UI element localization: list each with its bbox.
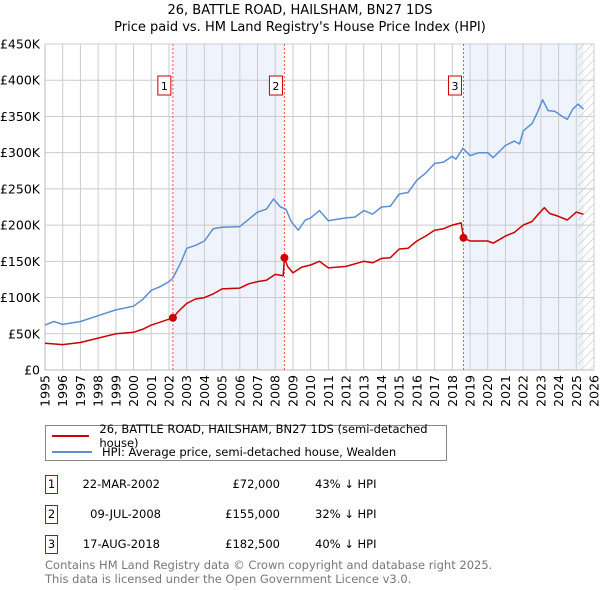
forecast-hatch bbox=[578, 44, 594, 370]
chart-subtitle: Price paid vs. HM Land Registry's House … bbox=[114, 20, 486, 35]
x-tick-label: 2008 bbox=[268, 375, 283, 407]
footer-licence: This data is licensed under the Open Gov… bbox=[45, 572, 412, 586]
red-line-swatch bbox=[52, 435, 90, 437]
sale-label: 1 bbox=[161, 80, 168, 93]
legend-item-property: 26, BATTLE ROAD, HAILSHAM, BN27 1DS (sem… bbox=[46, 422, 446, 450]
transaction-hpi: 32% ↓ HPI bbox=[315, 507, 377, 521]
transaction-number: 1 bbox=[45, 475, 58, 494]
y-tick-label: £150K bbox=[0, 254, 41, 269]
x-tick-label: 2017 bbox=[427, 375, 442, 407]
legend: 26, BATTLE ROAD, HAILSHAM, BN27 1DS (sem… bbox=[45, 422, 447, 461]
legend-item-hpi: HPI: Average price, semi-detached house,… bbox=[46, 444, 396, 460]
x-tick-label: 2004 bbox=[197, 375, 212, 407]
price-chart: 1995 1996 1997 1998 1999 2000 2001 2002 2003 2004… bbox=[0, 37, 600, 407]
x-tick-label: 2007 bbox=[250, 375, 265, 407]
x-tick-label: 1996 bbox=[55, 375, 70, 407]
shaded-range bbox=[172, 44, 285, 370]
hpi-line bbox=[44, 99, 584, 326]
y-tick-label: £300K bbox=[0, 145, 41, 160]
blue-line-swatch bbox=[52, 451, 92, 453]
sale-label: 3 bbox=[451, 80, 458, 93]
y-tick-label: £350K bbox=[0, 109, 41, 124]
x-tick-label: 2019 bbox=[463, 375, 478, 407]
x-tick-label: 2001 bbox=[144, 375, 159, 407]
x-tick-label: 2010 bbox=[303, 375, 318, 407]
x-tick-label: 1998 bbox=[91, 375, 106, 407]
transaction-number: 2 bbox=[45, 505, 58, 524]
x-tick-label: 2023 bbox=[533, 375, 548, 407]
x-tick-label: 2014 bbox=[374, 375, 389, 407]
y-tick-label: £400K bbox=[0, 73, 41, 88]
footer-copyright: Contains HM Land Registry data © Crown c… bbox=[45, 558, 493, 572]
transaction-price: £72,000 bbox=[232, 477, 280, 491]
transaction-price: £182,500 bbox=[225, 537, 280, 551]
x-tick-label: 2002 bbox=[162, 375, 177, 407]
transaction-price: £155,000 bbox=[225, 507, 280, 521]
x-tick-label: 2012 bbox=[339, 375, 354, 407]
y-tick-label: £50K bbox=[8, 326, 41, 341]
y-tick-label: £450K bbox=[0, 37, 41, 52]
x-tick-label: 2022 bbox=[516, 375, 531, 407]
x-tick-label: 2018 bbox=[445, 375, 460, 407]
x-tick-label: 2021 bbox=[498, 375, 513, 407]
sale-label-box bbox=[447, 75, 462, 96]
legend-label-hpi: HPI: Average price, semi-detached house,… bbox=[102, 445, 397, 459]
x-tick-label: 2016 bbox=[409, 375, 424, 407]
x-tick-label: 2011 bbox=[321, 375, 336, 407]
x-tick-label: 1999 bbox=[108, 375, 123, 407]
transaction-date: 22-MAR-2002 bbox=[82, 477, 160, 491]
x-tick-label: 2003 bbox=[179, 375, 194, 407]
x-tick-label: 1995 bbox=[38, 375, 53, 407]
chart-title: 26, BATTLE ROAD, HAILSHAM, BN27 1DS bbox=[167, 3, 433, 18]
x-tick-label: 2025 bbox=[569, 375, 584, 407]
y-tick-label: £100K bbox=[0, 290, 41, 305]
y-tick-label: £250K bbox=[0, 181, 41, 196]
transaction-number: 3 bbox=[45, 535, 58, 554]
sale-label: 2 bbox=[272, 80, 279, 93]
x-tick-label: 2013 bbox=[356, 375, 371, 407]
x-tick-label: 2005 bbox=[215, 375, 230, 407]
sale-point bbox=[459, 233, 468, 242]
legend-label-property: 26, BATTLE ROAD, HAILSHAM, BN27 1DS (sem… bbox=[99, 422, 428, 450]
sale-point bbox=[280, 253, 289, 262]
transaction-date: 09-JUL-2008 bbox=[90, 507, 161, 521]
y-tick-label: £200K bbox=[0, 218, 41, 233]
x-tick-label: 2000 bbox=[126, 375, 141, 407]
y-tick-label: £0 bbox=[24, 363, 40, 378]
x-tick-label: 1997 bbox=[73, 375, 88, 407]
x-tick-label: 2006 bbox=[232, 375, 247, 407]
x-tick-label: 2009 bbox=[285, 375, 300, 407]
sale-label-box bbox=[268, 75, 283, 96]
transaction-date: 17-AUG-2018 bbox=[82, 537, 160, 551]
sale-point bbox=[168, 313, 177, 322]
x-tick-label: 2015 bbox=[392, 375, 407, 407]
x-tick-label: 2024 bbox=[551, 375, 566, 407]
x-tick-label: 2026 bbox=[587, 375, 600, 407]
transaction-hpi: 43% ↓ HPI bbox=[315, 477, 377, 491]
transaction-hpi: 40% ↓ HPI bbox=[315, 537, 377, 551]
x-tick-label: 2020 bbox=[480, 375, 495, 407]
sale-label-box bbox=[157, 75, 172, 96]
